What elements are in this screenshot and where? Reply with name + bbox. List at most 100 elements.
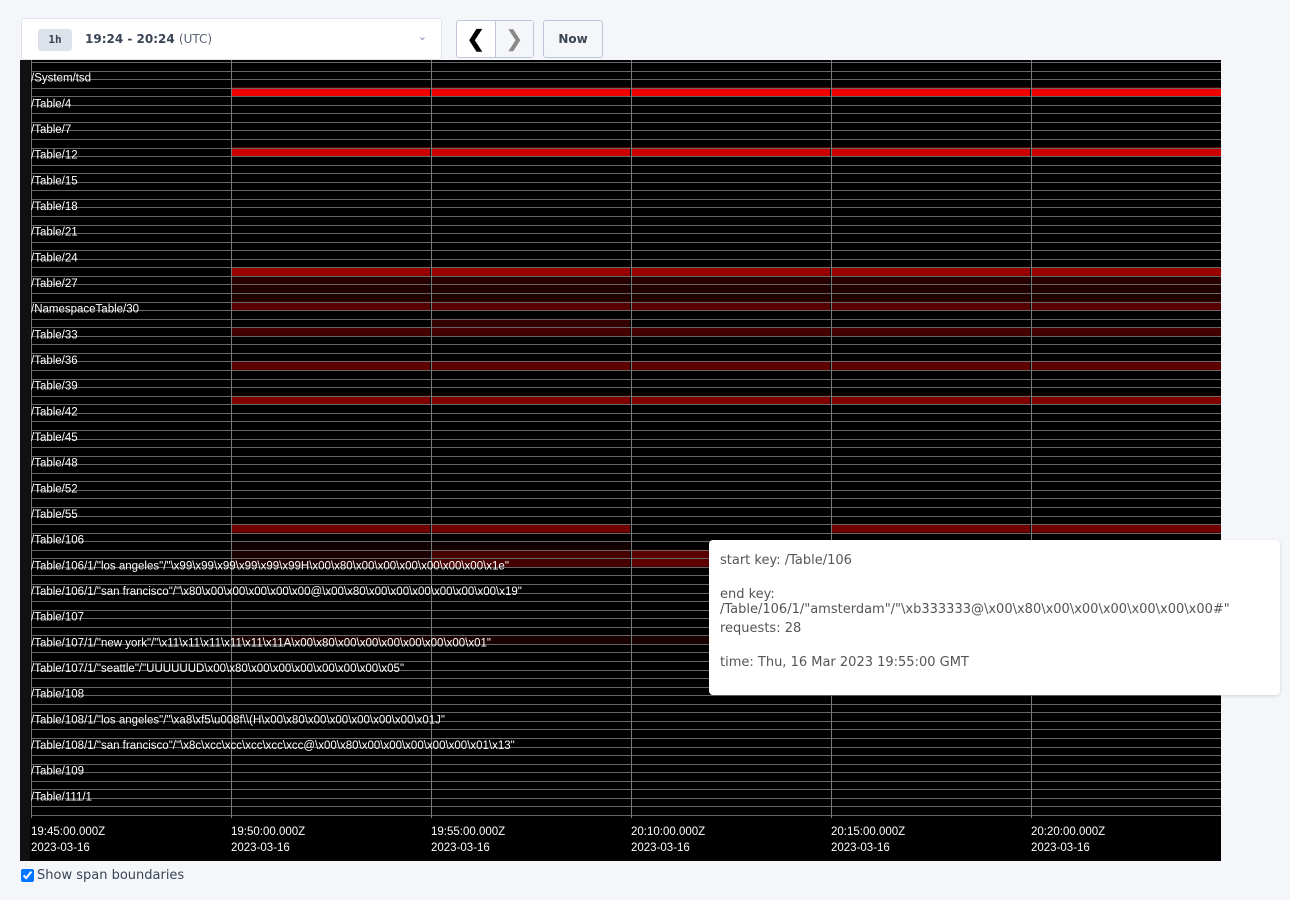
heatmap-cell [232, 275, 430, 285]
chevron-left-icon: ❮ [466, 26, 485, 51]
heatmap-cell [432, 327, 630, 336]
heatmap-cell [632, 147, 830, 157]
heatmap-cell [432, 293, 630, 302]
key-label: /Table/108/1/"los angeles"/"\xa8\xf5\u00… [31, 714, 445, 726]
next-range-button[interactable]: ❯ [495, 21, 533, 57]
heatmap-cell [832, 327, 1030, 336]
date-tick-label: 2023-03-16 [431, 842, 490, 854]
key-label: /Table/12 [31, 150, 78, 162]
key-label: /Table/39 [31, 381, 78, 393]
heatmap-cell [432, 301, 630, 311]
show-span-boundaries-toggle[interactable]: Show span boundaries [21, 868, 184, 883]
date-tick-label: 2023-03-16 [831, 842, 890, 854]
key-label: /Table/48 [31, 458, 78, 470]
heatmap-cell [232, 284, 430, 294]
heatmap-cell [832, 293, 1030, 302]
heatmap-cell [232, 541, 430, 550]
heatmap-cell [432, 87, 630, 97]
heatmap-cell [432, 395, 630, 405]
heatmap-cell [432, 541, 630, 550]
key-label: /Table/106 [31, 535, 84, 547]
key-label: /Table/55 [31, 509, 78, 521]
key-label: /Table/18 [31, 201, 78, 213]
key-label: /Table/106/1/"san francisco"/"\x80\x00\x… [31, 586, 522, 598]
heatmap-cell [632, 293, 830, 302]
heatmap-cell [232, 361, 430, 371]
previous-range-button[interactable]: ❮ [457, 21, 496, 57]
key-label: /Table/15 [31, 175, 78, 187]
time-range-selector[interactable]: 1h 19:24 - 20:24 (UTC) ⌄ [21, 18, 442, 60]
heatmap-cell [432, 275, 630, 285]
key-label: /System/tsd [31, 73, 91, 85]
heatmap-cell [832, 395, 1030, 405]
key-label: /Table/109 [31, 766, 84, 778]
now-button[interactable]: Now [543, 20, 603, 58]
heatmap-cell [432, 318, 630, 328]
heatmap-cell [232, 558, 430, 567]
heatmap-cell [1032, 87, 1221, 97]
key-label: /Table/107/1/"new york"/"\x11\x11\x11\x1… [31, 637, 491, 649]
heatmap-cell [632, 267, 830, 276]
key-label: /Table/42 [31, 406, 78, 418]
heatmap-cell [1032, 524, 1221, 533]
heatmap-cell [232, 267, 430, 276]
time-tick-label: 19:45:00.000Z [31, 826, 105, 838]
date-tick-label: 2023-03-16 [31, 842, 90, 854]
heatmap-cell [432, 635, 630, 644]
key-label: /Table/106/1/"los angeles"/"\x99\x99\x99… [31, 560, 509, 572]
date-tick-label: 2023-03-16 [1031, 842, 1090, 854]
heatmap-cell [632, 284, 830, 294]
key-label: /Table/45 [31, 432, 78, 444]
heatmap-cell [1032, 147, 1221, 157]
heatmap-cell [432, 558, 630, 567]
heatmap-cell [1032, 284, 1221, 294]
key-label: /Table/21 [31, 227, 78, 239]
heatmap-cell [432, 284, 630, 294]
chevron-down-icon: ⌄ [417, 31, 427, 43]
key-label: /Table/24 [31, 252, 78, 264]
time-nav-group: ❮ ❯ [456, 20, 534, 58]
heatmap-cell [432, 549, 630, 559]
heatmap-cell [232, 549, 430, 559]
heatmap-cell [432, 524, 630, 533]
key-gutter [20, 60, 30, 861]
heatmap-background [20, 60, 1221, 861]
heatmap-cell [232, 87, 430, 97]
heatmap-cell [232, 293, 430, 302]
heatmap-cell [232, 524, 430, 533]
tooltip-start-key: start key: /Table/106 [720, 553, 852, 568]
key-visualizer-heatmap[interactable]: /System/tsd/Table/4/Table/7/Table/12/Tab… [20, 60, 1221, 861]
time-tick-label: 19:55:00.000Z [431, 826, 505, 838]
key-label: /Table/107/1/"seattle"/"UUUUUUD\x00\x80\… [31, 663, 404, 675]
key-label: /Table/33 [31, 329, 78, 341]
range-text: 19:24 - 20:24 (UTC) [85, 32, 212, 46]
heatmap-cell [1032, 301, 1221, 311]
heatmap-cell [232, 635, 430, 644]
heatmap-cell [432, 147, 630, 157]
heatmap-cell [1032, 293, 1221, 302]
heatmap-cell [632, 327, 830, 336]
heatmap-cell [1032, 327, 1221, 336]
heatmap-cell [832, 524, 1030, 533]
heatmap-cell [832, 361, 1030, 371]
heatmap-cell [1032, 361, 1221, 371]
date-tick-label: 2023-03-16 [231, 842, 290, 854]
tooltip-requests: requests: 28 [720, 621, 802, 636]
tooltip-end-key: end key: /Table/106/1/"amsterdam"/"\xb33… [720, 587, 1230, 617]
key-label: /Table/108 [31, 689, 84, 701]
key-label: /Table/27 [31, 278, 78, 290]
heatmap-cell [832, 267, 1030, 276]
heatmap-cell [632, 301, 830, 311]
range-duration-badge: 1h [38, 29, 72, 51]
heatmap-cell [232, 147, 430, 157]
key-label: /Table/4 [31, 98, 72, 110]
heatmap-cell [232, 301, 430, 311]
key-label: /Table/111/1 [31, 791, 92, 803]
show-span-boundaries-checkbox[interactable] [21, 869, 34, 882]
chevron-right-icon: ❯ [505, 26, 524, 51]
heatmap-cell [832, 147, 1030, 157]
date-tick-label: 2023-03-16 [631, 842, 690, 854]
heatmap-cell [1032, 275, 1221, 285]
key-label: /Table/108/1/"san francisco"/"\x8c\xcc\x… [31, 740, 515, 752]
heatmap-cell [832, 87, 1030, 97]
